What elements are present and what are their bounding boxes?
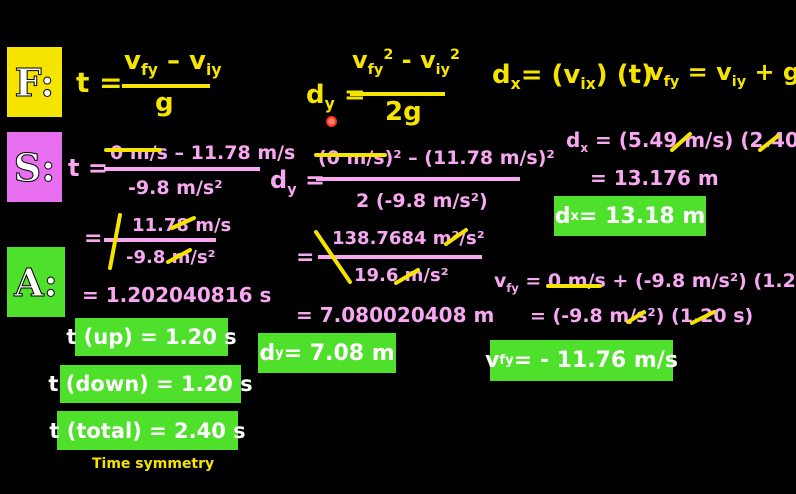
a-label-box: A: bbox=[7, 247, 65, 317]
s-label-box: S: bbox=[7, 132, 62, 202]
solve-dy-fraction-bar2 bbox=[318, 255, 482, 259]
strike-dx-s-1 bbox=[670, 132, 692, 152]
solve-t-lhs: t = bbox=[68, 154, 108, 182]
cursor-dot bbox=[326, 116, 337, 127]
solve-t-fraction-bar bbox=[104, 167, 260, 171]
solve-dy-fraction-bar bbox=[316, 177, 520, 181]
strike-t-slash bbox=[108, 213, 122, 270]
time-symmetry-caption: Time symmetry bbox=[92, 456, 215, 472]
formula-dy-denominator: 2g bbox=[385, 97, 422, 127]
strike-vfy-s2 bbox=[626, 310, 646, 324]
s-label: S: bbox=[13, 144, 56, 190]
solve-t-eq2: = bbox=[84, 226, 103, 251]
answer-dx-box: d x = 13.18 m bbox=[554, 196, 706, 236]
answer-dy-box: d y = 7.08 m bbox=[258, 333, 396, 373]
strike-t-ms-2 bbox=[166, 248, 192, 264]
formula-t-numerator: vfy – viy bbox=[124, 46, 222, 80]
formula-t-fraction-bar bbox=[122, 84, 210, 88]
solve-dy-lhs: dy = bbox=[270, 166, 326, 198]
solve-dy-result: = 7.080020408 m bbox=[296, 303, 495, 327]
answer-vfy-box: v fy = - 11.76 m/s bbox=[485, 340, 678, 381]
answer-t-down-box: t (down) = 1.20 s bbox=[48, 365, 253, 403]
a-label: A: bbox=[14, 259, 59, 305]
solve-t-numerator: 0 m/s – 11.78 m/s bbox=[110, 142, 296, 164]
solve-t-result: = 1.202040816 s bbox=[82, 283, 272, 307]
solve-t-fraction-bar2 bbox=[104, 238, 216, 242]
solve-dy-numerator: (0 m/s)² – (11.78 m/s)² bbox=[318, 147, 555, 169]
solve-t-denominator2: -9.8 m/s² bbox=[126, 247, 216, 268]
solve-t-denominator: -9.8 m/s² bbox=[128, 177, 223, 199]
formula-dx: dx= (vix) (t) bbox=[492, 60, 653, 94]
solve-dy-denominator2: 19.6 m/s² bbox=[354, 265, 449, 286]
formula-t-lhs: t = bbox=[76, 66, 123, 99]
strike-dy-ms-1 bbox=[444, 228, 468, 246]
formula-dy-numerator: vfy2 - viy2 bbox=[352, 46, 460, 78]
solve-dy-eq2: = bbox=[296, 245, 315, 270]
strike-t-ms-1 bbox=[170, 216, 196, 230]
f-label-box: F: bbox=[7, 47, 62, 117]
strike-dy-slash bbox=[314, 230, 352, 284]
solve-dx-line2: = 13.176 m bbox=[590, 166, 719, 190]
formula-dy-fraction-bar bbox=[350, 92, 445, 96]
strike-dy-ms-2 bbox=[394, 268, 420, 285]
answer-t-total-box: t (total) = 2.40 s bbox=[49, 411, 246, 450]
answer-t-up-box: t (up) = 1.20 s bbox=[66, 318, 237, 356]
strike-dx-s-2 bbox=[758, 134, 780, 152]
f-label: F: bbox=[14, 59, 55, 105]
formula-vfy: vfy = viy + gt bbox=[648, 58, 796, 90]
formula-t-denominator: g bbox=[155, 88, 174, 118]
strike-vfy-s bbox=[690, 310, 716, 325]
solve-dy-denominator: 2 (-9.8 m/s²) bbox=[356, 190, 488, 212]
